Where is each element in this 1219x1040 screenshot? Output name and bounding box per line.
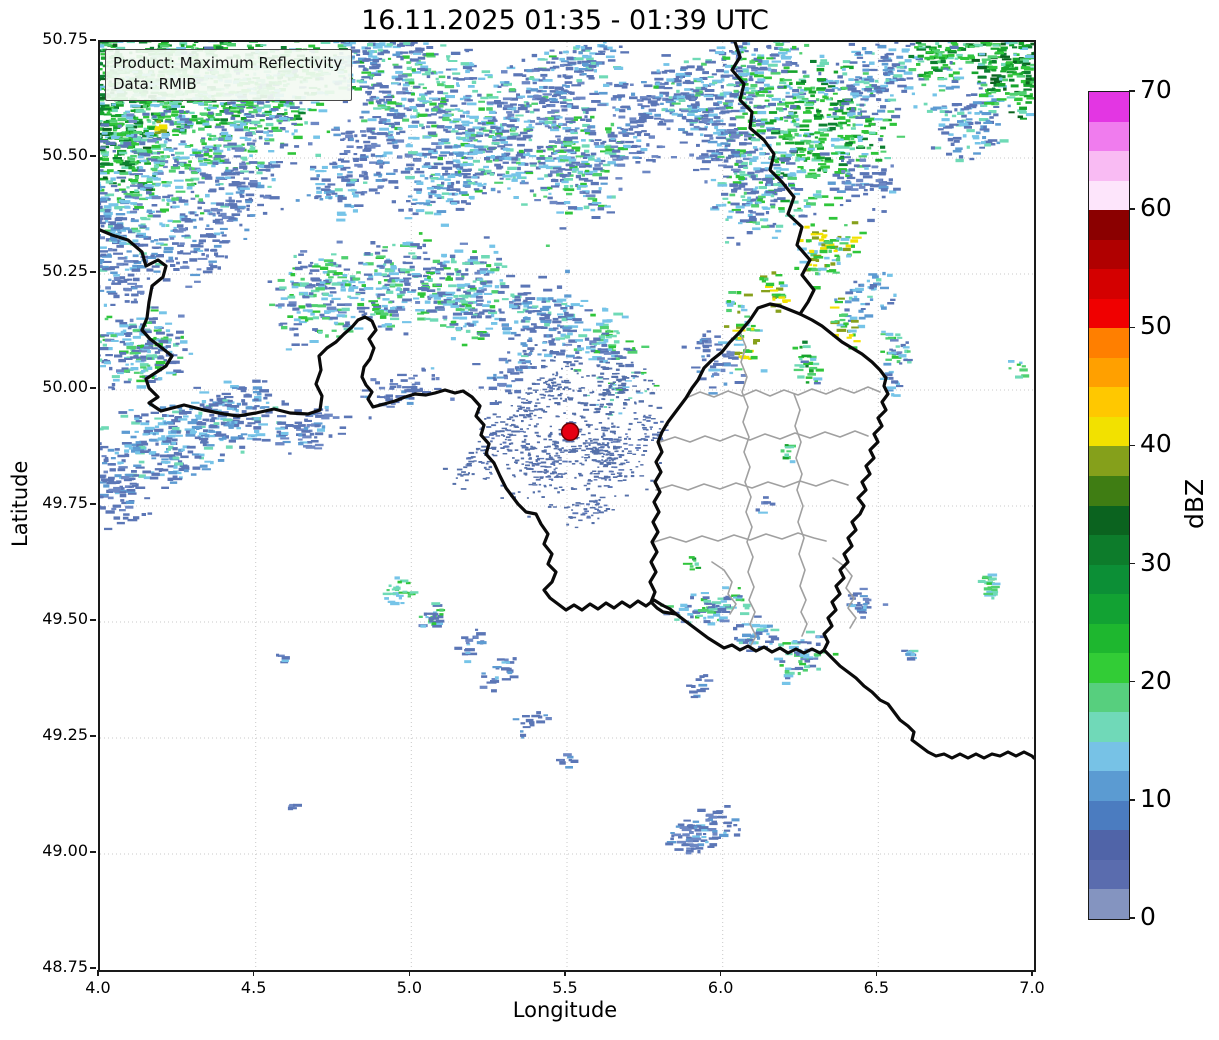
- y-tick-mark: [90, 851, 96, 853]
- x-tick-label: 4.0: [85, 978, 111, 997]
- colorbar-segment: [1089, 652, 1129, 683]
- colorbar-tick-mark: [1129, 208, 1135, 210]
- colorbar-segment: [1089, 475, 1129, 506]
- y-tick-mark: [90, 619, 96, 621]
- colorbar-tick-mark: [1129, 917, 1135, 919]
- x-tick-label: 5.0: [396, 978, 423, 997]
- y-tick-label: 49.75: [42, 493, 88, 512]
- colorbar-tick-label: 50: [1140, 311, 1172, 341]
- x-tick-label: 6.0: [707, 978, 734, 997]
- colorbar-segment: [1089, 121, 1129, 152]
- colorbar-segment: [1089, 445, 1129, 476]
- colorbar-tick-mark: [1129, 444, 1135, 447]
- y-tick-label: 50.25: [42, 261, 88, 280]
- y-tick-mark: [90, 155, 96, 157]
- colorbar-tick-label: 60: [1140, 193, 1172, 223]
- colorbar-segment: [1089, 505, 1129, 536]
- colorbar-segment: [1089, 357, 1129, 388]
- x-tick-label: 4.5: [240, 978, 267, 997]
- colorbar-segment: [1089, 564, 1129, 595]
- colorbar-segment: [1089, 741, 1129, 772]
- colorbar-label: dBZ: [1180, 478, 1209, 530]
- colorbar-segment: [1089, 593, 1129, 624]
- data-source-label: Data: RMIB: [113, 75, 197, 93]
- colorbar-segment: [1089, 770, 1129, 801]
- colorbar-tick-mark: [1129, 562, 1135, 565]
- colorbar-segment: [1089, 888, 1129, 919]
- gridlines: [100, 42, 1034, 970]
- colorbar-segment: [1089, 239, 1129, 270]
- colorbar-segment: [1089, 180, 1129, 211]
- x-tick-label: 7.0: [1019, 978, 1045, 997]
- colorbar-tick-label: 20: [1140, 665, 1172, 695]
- y-tick-mark: [90, 503, 96, 505]
- colorbar-tick-label: 0: [1140, 902, 1156, 931]
- figure-title: 16.11.2025 01:35 - 01:39 UTC: [361, 5, 769, 36]
- colorbar-segment: [1089, 623, 1129, 654]
- y-tick-label: 50.00: [42, 377, 88, 396]
- x-tick-mark: [408, 970, 411, 976]
- country-borders: [100, 42, 1034, 760]
- x-tick-mark: [875, 970, 878, 976]
- colorbar-segment: [1089, 327, 1129, 358]
- x-tick-mark: [564, 970, 566, 976]
- colorbar-segment: [1089, 209, 1129, 240]
- colorbar-tick-mark: [1129, 90, 1135, 92]
- colorbar-segment: [1089, 829, 1129, 860]
- x-tick-label: 5.5: [552, 978, 578, 997]
- y-tick-mark: [90, 39, 96, 41]
- y-tick-label: 48.75: [42, 957, 88, 976]
- x-tick-mark: [1031, 970, 1033, 976]
- product-info-box: Product: Maximum Reflectivity Data: RMIB: [105, 49, 353, 101]
- colorbar-segment: [1089, 386, 1129, 417]
- radar-echoes: [100, 42, 1034, 855]
- x-axis-label: Longitude: [512, 998, 618, 1022]
- x-tick-mark: [97, 970, 99, 976]
- colorbar-tick-label: 70: [1140, 75, 1172, 104]
- colorbar-tick-mark: [1129, 680, 1135, 683]
- y-tick-label: 50.75: [42, 29, 88, 48]
- colorbar-segment: [1089, 534, 1129, 565]
- x-tick-mark: [252, 970, 255, 976]
- colorbar-segment: [1089, 268, 1129, 299]
- colorbar-tick-label: 10: [1140, 783, 1172, 813]
- colorbar-segment: [1089, 150, 1129, 181]
- colorbar-tick-label: 40: [1140, 429, 1172, 459]
- x-tick-label: 6.5: [863, 978, 890, 997]
- x-tick-mark: [719, 970, 722, 976]
- colorbar: [1088, 91, 1130, 920]
- region-borders: [653, 331, 881, 648]
- y-tick-mark: [90, 387, 96, 389]
- colorbar-segment: [1089, 298, 1129, 329]
- y-tick-label: 50.50: [42, 145, 88, 164]
- y-tick-mark: [90, 271, 96, 273]
- colorbar-tick-label: 30: [1140, 547, 1172, 577]
- radar-site-marker: [560, 422, 580, 442]
- colorbar-tick-mark: [1129, 799, 1135, 801]
- y-tick-mark: [90, 735, 96, 737]
- colorbar-segment: [1089, 800, 1129, 831]
- colorbar-segment: [1089, 91, 1129, 122]
- y-tick-label: 49.50: [42, 609, 88, 628]
- colorbar-segment: [1089, 859, 1129, 890]
- y-tick-mark: [90, 967, 96, 969]
- colorbar-segment: [1089, 711, 1129, 742]
- colorbar-tick-mark: [1129, 326, 1135, 329]
- colorbar-segment: [1089, 682, 1129, 713]
- product-label: Product: Maximum Reflectivity: [113, 54, 343, 72]
- y-tick-label: 49.25: [42, 725, 88, 744]
- y-tick-label: 49.00: [42, 841, 88, 860]
- colorbar-segment: [1089, 416, 1129, 447]
- radar-map-canvas: [100, 42, 1034, 970]
- map-plot-area: Product: Maximum Reflectivity Data: RMIB: [98, 40, 1036, 972]
